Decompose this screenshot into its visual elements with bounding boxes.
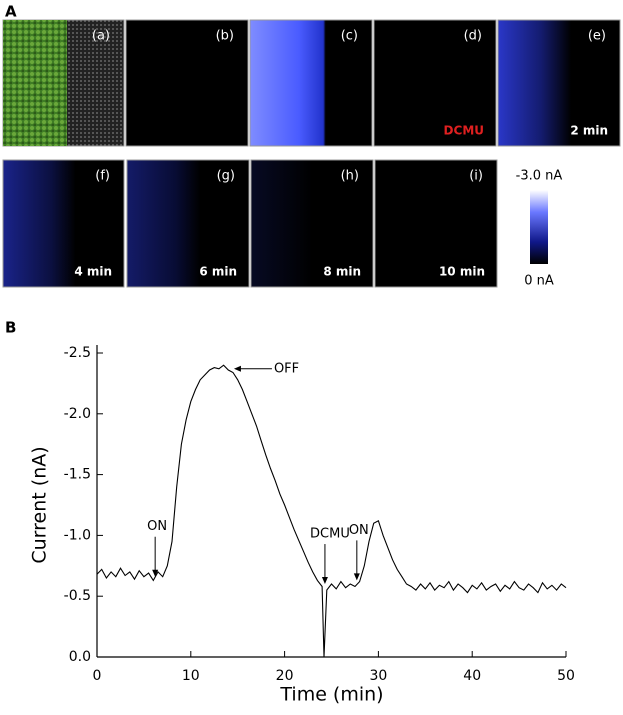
annotation: ON xyxy=(147,519,167,534)
x-tick-label: 10 xyxy=(182,668,200,684)
arrow-head xyxy=(152,569,159,577)
tile: (f) 4 min xyxy=(2,159,125,288)
y-tick-label: -1.0 xyxy=(64,527,91,543)
annotation: ON xyxy=(349,523,369,538)
tile-note: DCMU xyxy=(444,124,484,138)
arrow-head xyxy=(353,573,360,581)
colorbar xyxy=(530,190,548,264)
tile-label: (a) xyxy=(92,29,110,44)
tile: (g) 6 min xyxy=(126,159,250,288)
y-tick-label: -2.0 xyxy=(64,406,91,422)
tile: (a) xyxy=(2,19,125,147)
y-tick-label: 0.0 xyxy=(69,649,91,665)
colorbar-label: -3.0 nA xyxy=(516,169,563,184)
y-axis-title: Current (nA) xyxy=(29,446,51,563)
tile-label: (b) xyxy=(216,29,234,44)
tile: (d) DCMU xyxy=(373,19,497,147)
annotation: DCMU xyxy=(310,527,350,542)
colorbar-label: 0 nA xyxy=(524,274,554,289)
data-line xyxy=(96,364,567,658)
y-tick-label: -1.5 xyxy=(64,467,91,483)
tile: (i) 10 min xyxy=(374,159,498,288)
x-tick-label: 30 xyxy=(369,668,387,684)
arrow-head xyxy=(233,365,241,372)
tile-label: (e) xyxy=(588,29,606,44)
x-tick-label: 50 xyxy=(557,668,575,684)
x-tick-label: 40 xyxy=(463,668,481,684)
tile: (e) 2 min xyxy=(497,19,621,147)
tile: (c) xyxy=(249,19,373,147)
tile: (b) xyxy=(125,19,249,147)
tile-note: 8 min xyxy=(323,265,361,279)
x-tick-label: 20 xyxy=(276,668,294,684)
panel-label: B xyxy=(5,319,16,337)
tile-note: 4 min xyxy=(74,265,112,279)
tile-note: 10 min xyxy=(439,265,485,279)
y-tick-label: -0.5 xyxy=(64,588,91,604)
tile-label: (d) xyxy=(464,29,482,44)
tile-label: (g) xyxy=(217,169,235,184)
tile-label: (c) xyxy=(341,29,358,44)
y-tick-label: -2.5 xyxy=(64,345,91,361)
x-tick-label: 0 xyxy=(93,668,102,684)
tile: (h) 8 min xyxy=(250,159,374,288)
tile-label: (i) xyxy=(469,169,483,184)
tile-label: (h) xyxy=(341,169,359,184)
tile-note: 6 min xyxy=(199,265,237,279)
tile-label: (f) xyxy=(95,169,110,184)
annotation: OFF xyxy=(274,361,299,376)
arrow-head xyxy=(321,577,328,585)
tile-note: 2 min xyxy=(570,124,608,138)
x-axis-title: Time (min) xyxy=(279,684,383,706)
panel-label: A xyxy=(5,3,17,21)
